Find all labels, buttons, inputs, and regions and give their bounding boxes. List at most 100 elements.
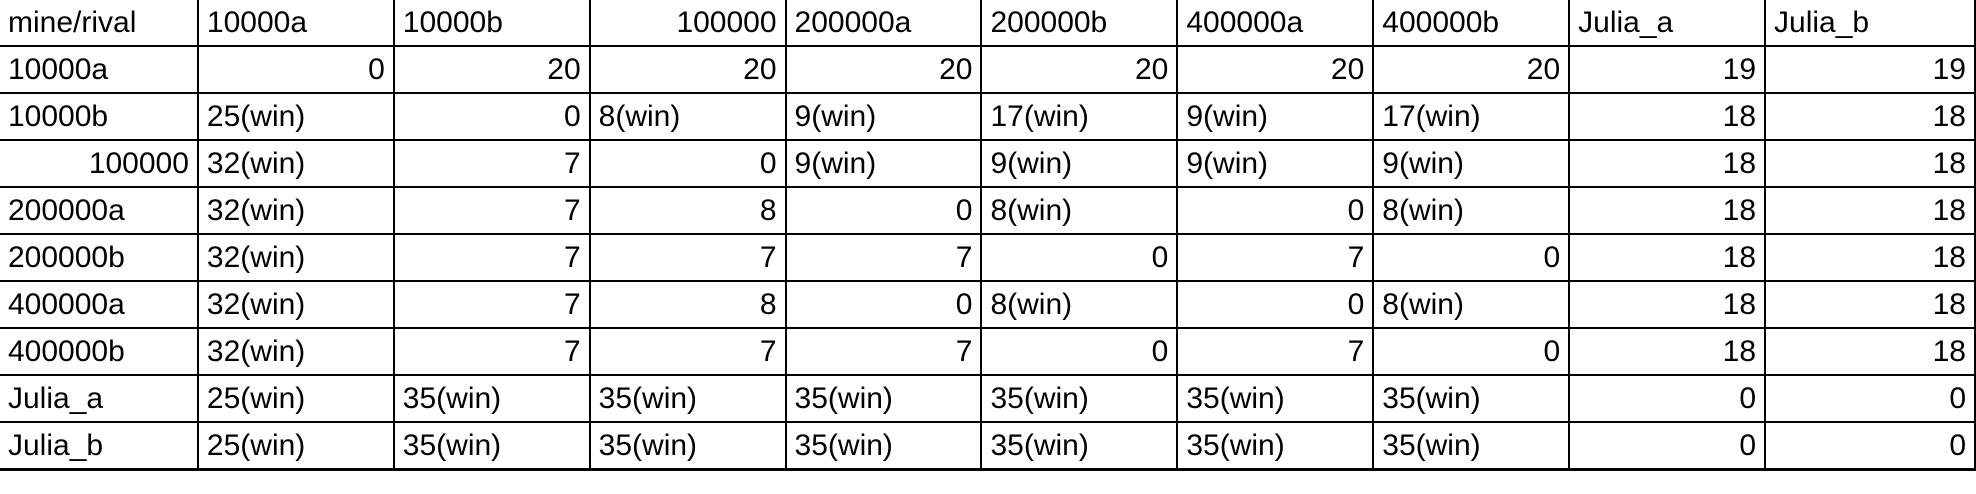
table-cell[interactable]: 0 xyxy=(196,45,395,94)
table-cell[interactable]: 32(win) xyxy=(196,233,395,282)
table-cell[interactable]: 35(win) xyxy=(1372,421,1571,471)
table-cell[interactable]: 20 xyxy=(784,45,983,94)
row-header-cell[interactable]: 200000a xyxy=(0,186,199,235)
table-cell[interactable]: 7 xyxy=(392,327,591,376)
column-header-cell[interactable]: 10000b xyxy=(392,0,591,47)
row-header-cell[interactable]: 10000b xyxy=(0,92,199,141)
table-cell[interactable]: 9(win) xyxy=(980,139,1179,188)
table-cell[interactable]: 9(win) xyxy=(1372,139,1571,188)
table-cell[interactable]: 18 xyxy=(1568,92,1767,141)
table-cell[interactable]: 20 xyxy=(1176,45,1375,94)
table-cell[interactable]: 20 xyxy=(392,45,591,94)
table-cell[interactable]: 18 xyxy=(1568,280,1767,329)
table-cell[interactable]: 7 xyxy=(392,139,591,188)
table-cell[interactable]: 0 xyxy=(1176,186,1375,235)
table-cell[interactable]: 35(win) xyxy=(980,421,1179,471)
table-cell[interactable]: 7 xyxy=(392,233,591,282)
table-cell[interactable]: 0 xyxy=(784,280,983,329)
row-header-cell[interactable]: 100000 xyxy=(0,139,199,188)
table-cell[interactable]: 35(win) xyxy=(392,421,591,471)
table-cell[interactable]: 8 xyxy=(588,280,787,329)
table-cell[interactable]: 20 xyxy=(588,45,787,94)
table-cell[interactable]: 18 xyxy=(1764,139,1976,188)
row-header-cell[interactable]: 10000a xyxy=(0,45,199,94)
table-cell[interactable]: 0 xyxy=(1568,421,1767,471)
table-cell[interactable]: 7 xyxy=(1176,327,1375,376)
table-cell[interactable]: 32(win) xyxy=(196,280,395,329)
table-cell[interactable]: 18 xyxy=(1568,186,1767,235)
column-header-cell[interactable]: 200000b xyxy=(980,0,1179,47)
table-cell[interactable]: 8(win) xyxy=(1372,280,1571,329)
table-cell[interactable]: 18 xyxy=(1764,327,1976,376)
table-cell[interactable]: 18 xyxy=(1764,280,1976,329)
table-cell[interactable]: 18 xyxy=(1764,92,1976,141)
table-cell[interactable]: 18 xyxy=(1568,327,1767,376)
table-cell[interactable]: 8 xyxy=(588,186,787,235)
table-cell[interactable]: 8(win) xyxy=(980,186,1179,235)
table-cell[interactable]: 19 xyxy=(1568,45,1767,94)
column-header-cell[interactable]: 100000 xyxy=(588,0,787,47)
table-cell[interactable]: 0 xyxy=(588,139,787,188)
table-cell[interactable]: 0 xyxy=(1764,374,1976,423)
row-header-cell[interactable]: 400000b xyxy=(0,327,199,376)
table-cell[interactable]: 0 xyxy=(980,233,1179,282)
table-cell[interactable]: 18 xyxy=(1568,233,1767,282)
table-cell[interactable]: 20 xyxy=(980,45,1179,94)
column-header-cell[interactable]: 400000a xyxy=(1176,0,1375,47)
table-cell[interactable]: 19 xyxy=(1764,45,1976,94)
table-cell[interactable]: 18 xyxy=(1568,139,1767,188)
table-cell[interactable]: 17(win) xyxy=(980,92,1179,141)
table-cell[interactable]: 7 xyxy=(588,327,787,376)
table-cell[interactable]: 0 xyxy=(784,186,983,235)
table-cell[interactable]: 0 xyxy=(1176,280,1375,329)
table-cell[interactable]: 32(win) xyxy=(196,186,395,235)
table-cell[interactable]: 35(win) xyxy=(784,374,983,423)
table-cell[interactable]: 0 xyxy=(1568,374,1767,423)
table-cell[interactable]: 8(win) xyxy=(1372,186,1571,235)
row-header-cell[interactable]: Julia_b xyxy=(0,421,199,471)
table-cell[interactable]: 25(win) xyxy=(196,421,395,471)
table-cell[interactable]: 35(win) xyxy=(1176,374,1375,423)
table-cell[interactable]: 20 xyxy=(1372,45,1571,94)
table-cell[interactable]: 9(win) xyxy=(784,92,983,141)
table-cell[interactable]: 7 xyxy=(1176,233,1375,282)
table-cell[interactable]: 25(win) xyxy=(196,92,395,141)
table-cell[interactable]: 35(win) xyxy=(1176,421,1375,471)
table-cell[interactable]: 8(win) xyxy=(588,92,787,141)
table-cell[interactable]: 9(win) xyxy=(784,139,983,188)
table-cell[interactable]: 0 xyxy=(980,327,1179,376)
table-cell[interactable]: 7 xyxy=(392,280,591,329)
table-cell[interactable]: 35(win) xyxy=(1372,374,1571,423)
table-cell[interactable]: 35(win) xyxy=(588,421,787,471)
table-cell[interactable]: 7 xyxy=(392,186,591,235)
table-cell[interactable]: 35(win) xyxy=(392,374,591,423)
table-cell[interactable]: 0 xyxy=(392,92,591,141)
column-header-cell[interactable]: 200000a xyxy=(784,0,983,47)
column-header-cell[interactable]: Julia_a xyxy=(1568,0,1767,47)
table-cell[interactable]: 7 xyxy=(588,233,787,282)
column-header-cell[interactable]: 10000a xyxy=(196,0,395,47)
column-header-cell[interactable]: Julia_b xyxy=(1764,0,1976,47)
table-cell[interactable]: 7 xyxy=(784,327,983,376)
table-cell[interactable]: 8(win) xyxy=(980,280,1179,329)
column-header-cell[interactable]: 400000b xyxy=(1372,0,1571,47)
table-cell[interactable]: 9(win) xyxy=(1176,139,1375,188)
table-cell[interactable]: 18 xyxy=(1764,186,1976,235)
table-cell[interactable]: 35(win) xyxy=(588,374,787,423)
column-header-cell[interactable]: mine/rival xyxy=(0,0,199,47)
row-header-cell[interactable]: 400000a xyxy=(0,280,199,329)
table-cell[interactable]: 25(win) xyxy=(196,374,395,423)
row-header-cell[interactable]: 200000b xyxy=(0,233,199,282)
table-cell[interactable]: 7 xyxy=(784,233,983,282)
table-cell[interactable]: 0 xyxy=(1372,233,1571,282)
table-cell[interactable]: 35(win) xyxy=(980,374,1179,423)
table-cell[interactable]: 0 xyxy=(1372,327,1571,376)
table-cell[interactable]: 0 xyxy=(1764,421,1976,471)
table-cell[interactable]: 32(win) xyxy=(196,139,395,188)
row-header-cell[interactable]: Julia_a xyxy=(0,374,199,423)
table-cell[interactable]: 32(win) xyxy=(196,327,395,376)
table-cell[interactable]: 9(win) xyxy=(1176,92,1375,141)
table-cell[interactable]: 17(win) xyxy=(1372,92,1571,141)
table-cell[interactable]: 35(win) xyxy=(784,421,983,471)
table-cell[interactable]: 18 xyxy=(1764,233,1976,282)
